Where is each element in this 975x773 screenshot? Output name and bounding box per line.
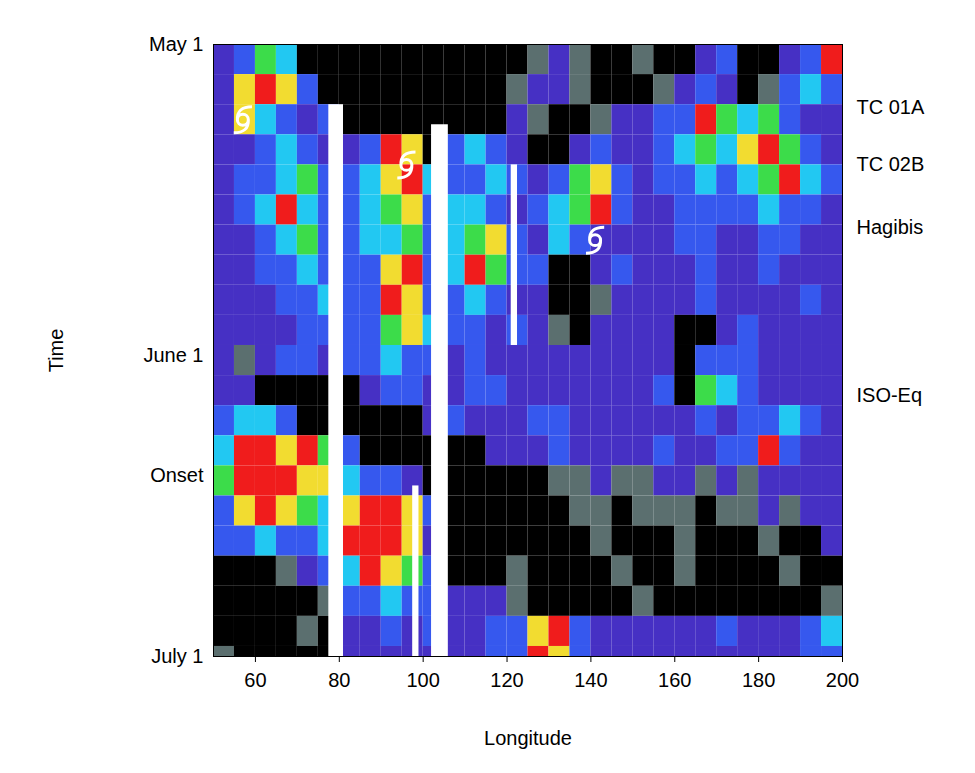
svg-text:May 1: May 1 [149, 33, 203, 55]
svg-text:Onset: Onset [150, 464, 204, 486]
svg-text:TC 01A: TC 01A [857, 96, 925, 118]
svg-text:Longitude: Longitude [484, 727, 572, 749]
svg-text:160: 160 [658, 669, 691, 691]
svg-text:100: 100 [406, 669, 439, 691]
svg-text:120: 120 [490, 669, 523, 691]
svg-text:June 1: June 1 [143, 344, 203, 366]
svg-text:200: 200 [826, 669, 859, 691]
svg-text:60: 60 [244, 669, 266, 691]
svg-text:Time: Time [45, 329, 67, 373]
svg-text:July 1: July 1 [151, 645, 203, 667]
svg-text:TC 02B: TC 02B [857, 153, 925, 175]
svg-text:140: 140 [574, 669, 607, 691]
svg-text:ISO-Eq: ISO-Eq [857, 384, 923, 406]
svg-text:80: 80 [328, 669, 350, 691]
svg-text:Hagibis: Hagibis [857, 215, 924, 237]
svg-text:180: 180 [742, 669, 775, 691]
